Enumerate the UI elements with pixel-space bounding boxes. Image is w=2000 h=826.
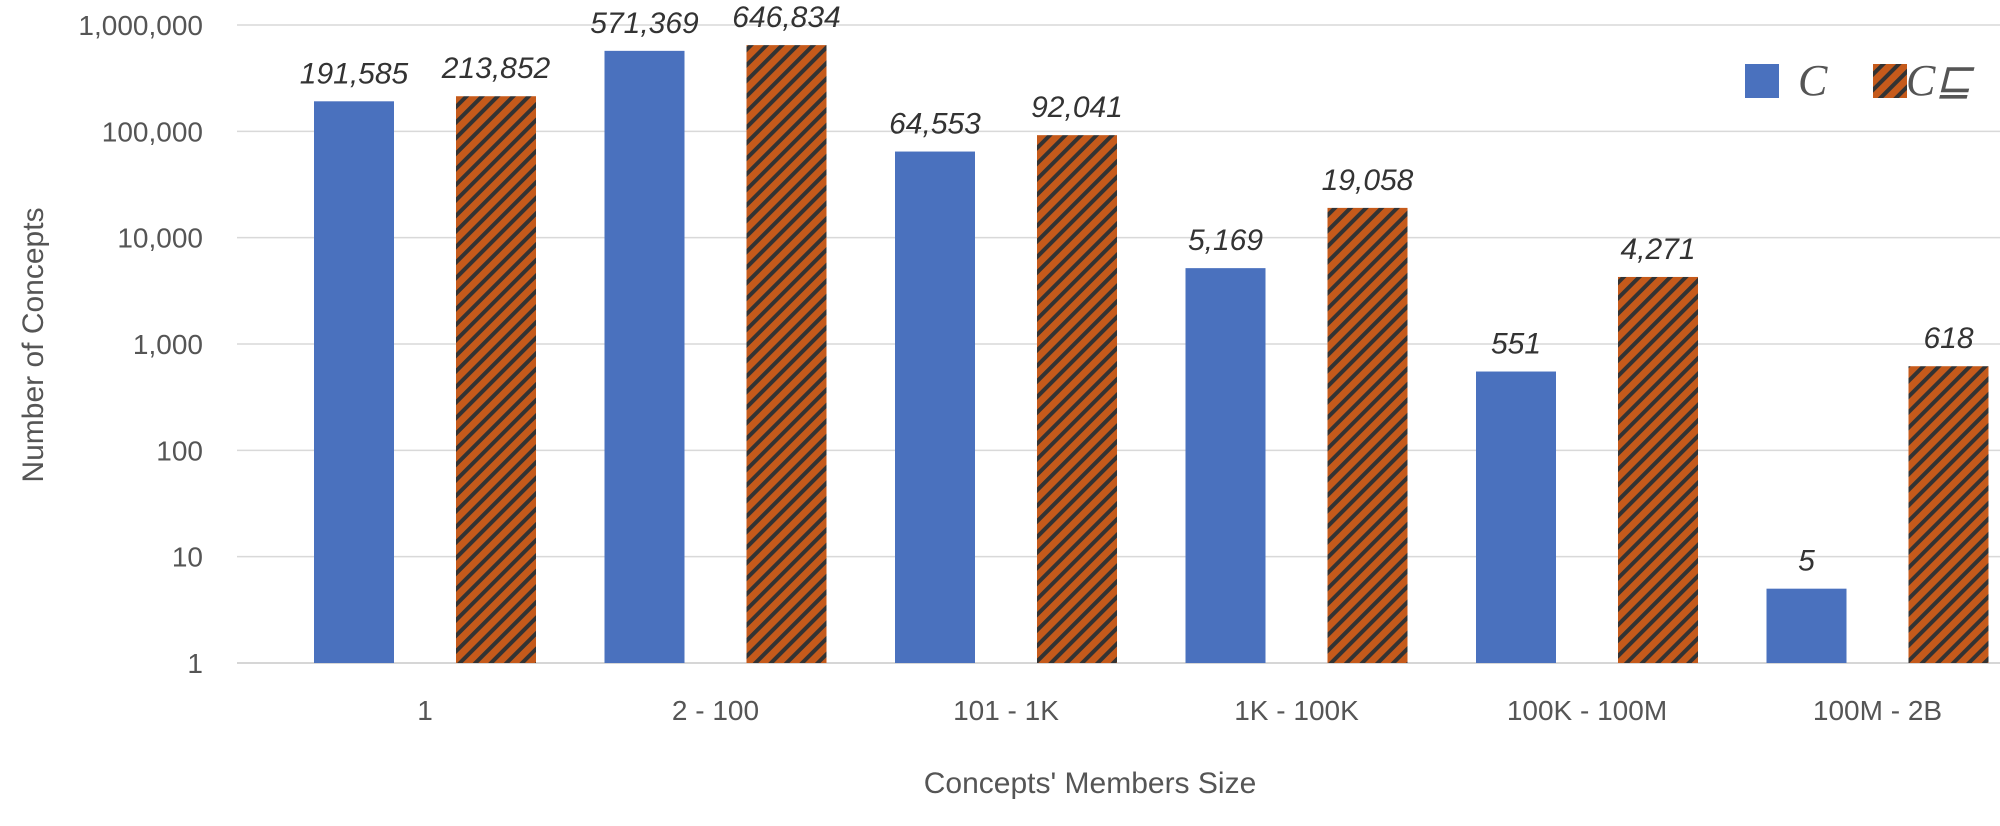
- x-tick-label: 1: [417, 695, 433, 726]
- bar-series-1-3: [1185, 268, 1266, 663]
- legend-swatch-series-1: [1745, 64, 1779, 98]
- data-label-series-2-1: 646,834: [732, 1, 840, 34]
- bars: [314, 45, 1989, 664]
- x-axis-title: Concepts' Members Size: [924, 767, 1257, 800]
- y-axis-ticks: 1 10 100 1,000 10,000 100,000 1,000,000: [78, 10, 203, 679]
- x-tick-label: 101 - 1K: [953, 695, 1059, 726]
- data-label-series-2-2: 92,041: [1031, 91, 1123, 124]
- bar-series-2-3: [1327, 207, 1408, 663]
- bar-series-1-2: [895, 151, 975, 664]
- x-tick-label: 100M - 2B: [1813, 695, 1942, 726]
- y-tick-label: 100: [156, 435, 203, 466]
- data-label-series-1-4: 551: [1491, 328, 1541, 361]
- y-tick-label: 1,000,000: [78, 10, 203, 41]
- bar-series-2-5: [1908, 366, 1989, 663]
- legend-label-series-2: C⊑: [1906, 56, 1975, 105]
- bar-series-2-2: [1037, 135, 1117, 663]
- data-label-series-2-0: 213,852: [441, 52, 551, 85]
- bar-series-1-0: [314, 101, 394, 663]
- bar-series-2-0: [456, 96, 536, 664]
- data-label-series-1-2: 64,553: [889, 108, 981, 141]
- legend: C C⊑: [1745, 56, 1975, 105]
- data-label-series-2-5: 618: [1923, 322, 1973, 355]
- data-label-series-1-1: 571,369: [590, 7, 699, 40]
- data-label-series-1-0: 191,585: [300, 57, 409, 90]
- y-axis-title: Number of Concepts: [17, 207, 50, 482]
- data-label-series-2-4: 4,271: [1620, 233, 1695, 266]
- data-label-series-1-5: 5: [1798, 545, 1815, 578]
- y-tick-label: 100,000: [102, 116, 203, 147]
- bar-series-1-4: [1476, 371, 1556, 663]
- x-tick-label: 100K - 100M: [1507, 695, 1667, 726]
- legend-label-series-1: C: [1798, 56, 1828, 105]
- data-label-series-2-3: 19,058: [1322, 164, 1414, 197]
- y-tick-label: 10,000: [117, 223, 203, 254]
- y-tick-label: 10: [172, 542, 203, 573]
- x-tick-label: 1K - 100K: [1234, 695, 1359, 726]
- bar-series-1-5: [1766, 588, 1847, 663]
- data-label-series-1-3: 5,169: [1188, 224, 1263, 257]
- x-tick-label: 2 - 100: [672, 695, 759, 726]
- bar-series-1-1: [604, 50, 685, 664]
- y-tick-label: 1: [187, 648, 203, 679]
- x-axis-ticks: 1 2 - 100 101 - 1K 1K - 100K 100K - 100M 100M…: [417, 695, 1942, 726]
- data-labels: 191,585 213,852 571,369 646,834 64,553 92,041…: [300, 1, 1974, 578]
- y-tick-label: 1,000: [133, 329, 203, 360]
- bar-series-2-4: [1618, 276, 1698, 663]
- legend-swatch-series-2: [1873, 64, 1907, 98]
- bar-series-2-1: [746, 45, 827, 664]
